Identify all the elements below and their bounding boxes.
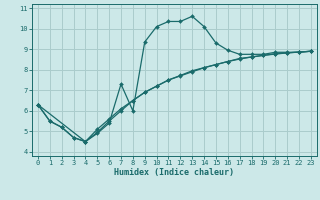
X-axis label: Humidex (Indice chaleur): Humidex (Indice chaleur) [115, 168, 234, 177]
